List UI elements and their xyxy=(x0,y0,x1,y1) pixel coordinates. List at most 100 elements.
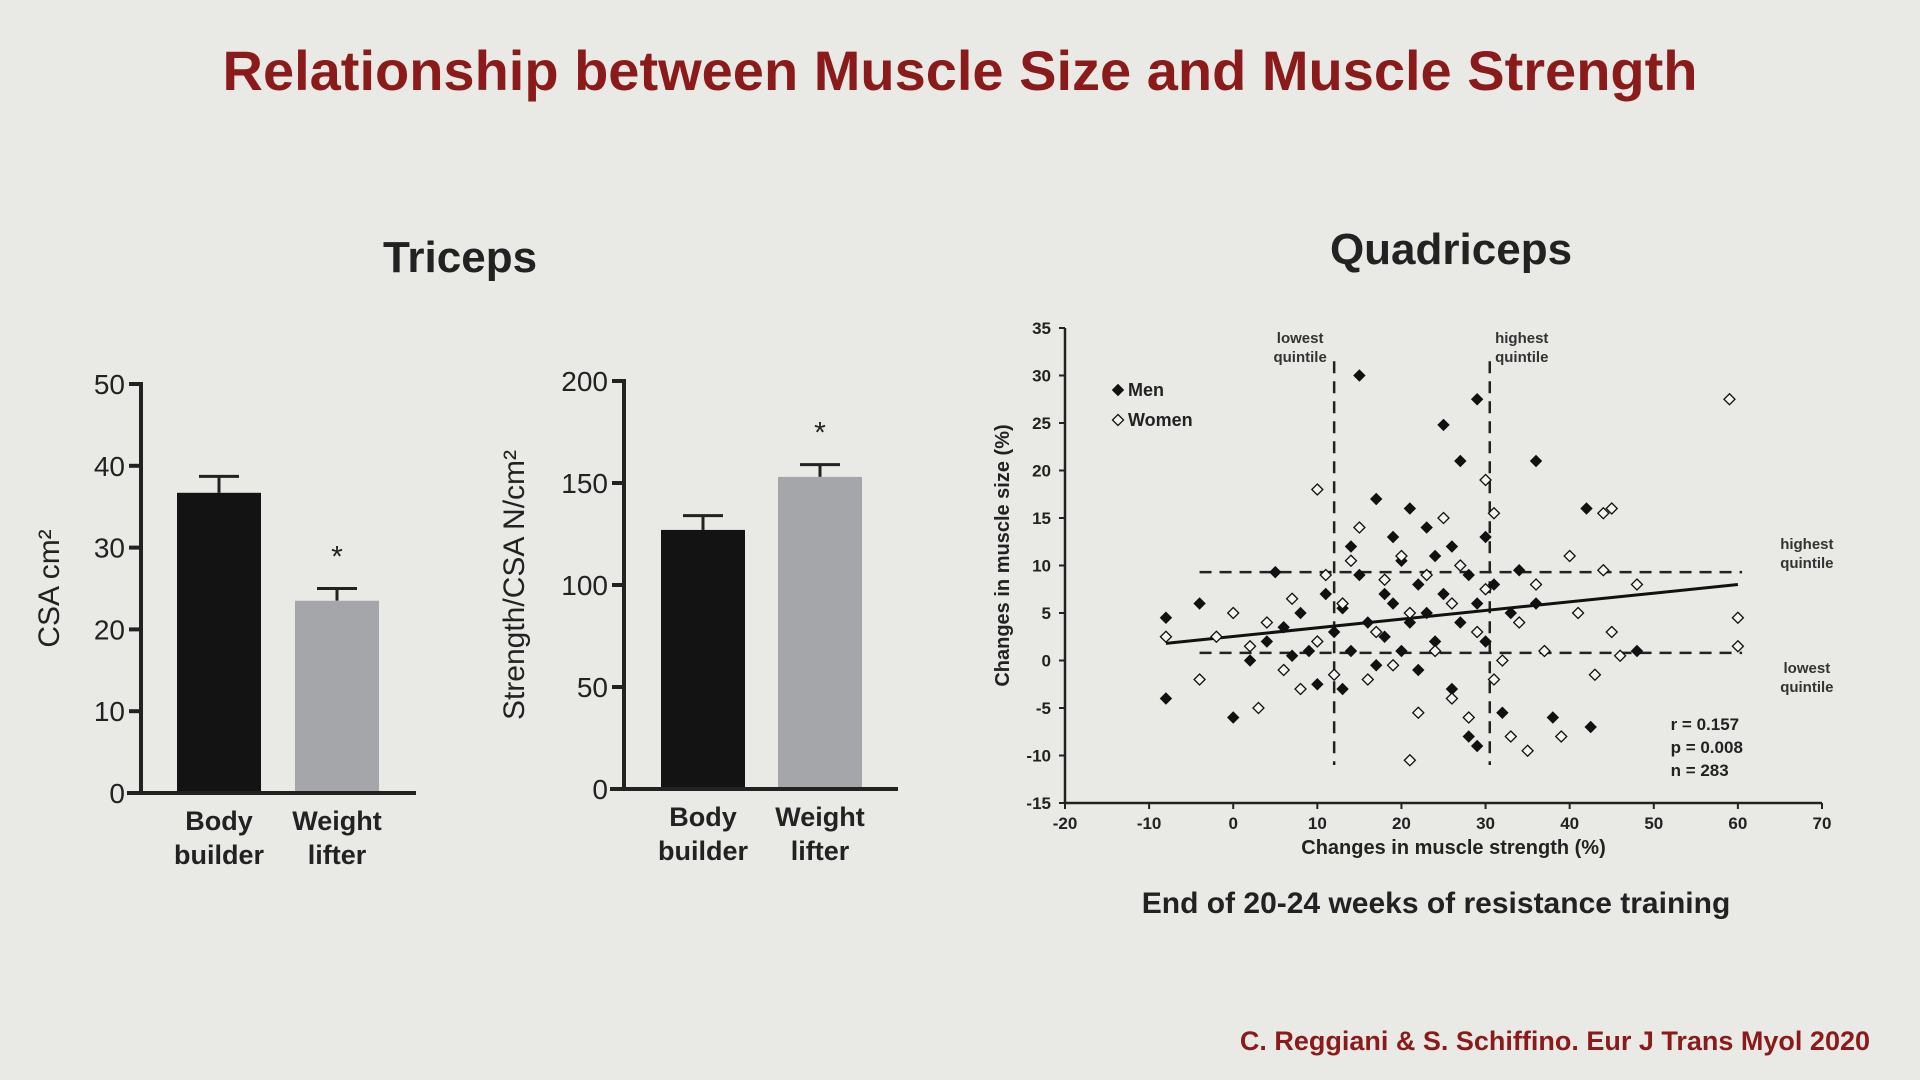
y-axis-label: Strength/CSA N/cm² xyxy=(498,450,531,720)
y-tick-label: 0 xyxy=(592,774,608,805)
point xyxy=(1277,621,1290,634)
point xyxy=(1294,682,1307,696)
y-tick-label: 5 xyxy=(1042,604,1051,623)
point xyxy=(1613,649,1627,663)
point xyxy=(1605,625,1619,639)
y-tick-label: -15 xyxy=(1026,794,1051,813)
point xyxy=(1227,711,1240,724)
y-axis-label: Changes in muscle size (%) xyxy=(992,424,1014,686)
point xyxy=(1723,392,1736,406)
group-title: Triceps xyxy=(383,233,537,282)
point xyxy=(1344,644,1358,658)
quintile-label-box: highest quintile xyxy=(1780,536,1834,572)
point xyxy=(1454,616,1467,629)
point xyxy=(1479,635,1492,648)
point xyxy=(1504,730,1518,743)
point xyxy=(1420,606,1433,620)
point xyxy=(1554,730,1568,743)
point xyxy=(1487,506,1501,520)
point xyxy=(1260,635,1274,648)
point xyxy=(1378,573,1392,587)
quintile-label: highest quintile xyxy=(1780,536,1834,572)
point xyxy=(1369,625,1383,639)
x-tick-label: 40 xyxy=(1560,814,1579,833)
point xyxy=(1361,616,1375,629)
point xyxy=(1327,625,1341,639)
x-tick-label: 20 xyxy=(1392,814,1411,833)
point xyxy=(1378,630,1391,643)
point xyxy=(1403,616,1417,629)
point xyxy=(1209,630,1223,644)
y-tick-label: 150 xyxy=(561,468,608,499)
point xyxy=(1487,673,1501,686)
point xyxy=(1731,611,1745,625)
point xyxy=(1386,597,1400,610)
legend-marker xyxy=(1111,383,1125,397)
legend-label: Men xyxy=(1128,380,1164,400)
point xyxy=(1336,682,1349,696)
point xyxy=(1529,578,1543,591)
point xyxy=(1260,616,1274,629)
x-tick-label: 10 xyxy=(1308,814,1327,833)
point xyxy=(1512,564,1526,577)
point xyxy=(1580,502,1593,515)
y-tick-label: 20 xyxy=(94,614,125,645)
point xyxy=(1159,692,1173,705)
point xyxy=(1403,753,1417,767)
point xyxy=(1395,549,1408,563)
x-tick-label: Weight lifter xyxy=(292,806,382,870)
point xyxy=(1370,659,1383,672)
point xyxy=(1269,565,1282,579)
point xyxy=(1327,668,1341,682)
x-tick-label: 0 xyxy=(1228,814,1237,833)
point xyxy=(1445,597,1459,610)
point xyxy=(1319,587,1332,601)
point xyxy=(1302,644,1316,658)
point xyxy=(1277,663,1291,677)
x-tick-label-box: Weight lifter xyxy=(292,806,382,870)
y-tick-label: 15 xyxy=(1032,509,1051,528)
point xyxy=(1243,654,1257,667)
point xyxy=(1193,597,1206,610)
point xyxy=(1411,706,1425,720)
point xyxy=(1386,530,1400,544)
point xyxy=(1496,706,1509,719)
y-tick-label: 100 xyxy=(561,570,608,601)
x-axis-label: Changes in muscle strength (%) xyxy=(1301,837,1606,859)
point xyxy=(1403,502,1417,515)
point xyxy=(1344,540,1358,553)
point xyxy=(1521,744,1535,758)
fit-line xyxy=(1165,583,1739,645)
y-tick-label: 25 xyxy=(1032,414,1051,433)
y-tick-label: -10 xyxy=(1026,747,1051,766)
point xyxy=(1462,711,1476,724)
point xyxy=(1252,701,1265,715)
x-tick-label: -20 xyxy=(1053,814,1078,833)
y-tick-label: 50 xyxy=(577,672,608,703)
legend-marker xyxy=(1111,413,1125,427)
point xyxy=(1353,369,1366,382)
point xyxy=(1596,506,1610,520)
x-tick-label: -10 xyxy=(1137,814,1162,833)
point xyxy=(1588,668,1602,682)
point xyxy=(1563,549,1577,563)
point xyxy=(1462,568,1475,582)
y-tick-label: -5 xyxy=(1036,699,1051,718)
y-tick-label: 20 xyxy=(1032,462,1051,481)
point xyxy=(1428,644,1442,658)
point xyxy=(1319,568,1333,582)
point xyxy=(1470,625,1484,639)
x-tick-label-box: Body builder xyxy=(174,806,264,870)
quintile-label-box: lowest quintile xyxy=(1273,330,1326,366)
y-tick-label: 30 xyxy=(94,533,125,564)
point xyxy=(1403,606,1417,620)
point xyxy=(1378,587,1391,601)
stat-label: n = 283 xyxy=(1671,761,1729,780)
y-tick-label: 10 xyxy=(1032,557,1051,576)
y-tick-label: 200 xyxy=(561,366,608,397)
point xyxy=(1226,606,1240,620)
point xyxy=(1420,521,1433,534)
point xyxy=(1454,454,1467,468)
point xyxy=(1571,606,1585,620)
